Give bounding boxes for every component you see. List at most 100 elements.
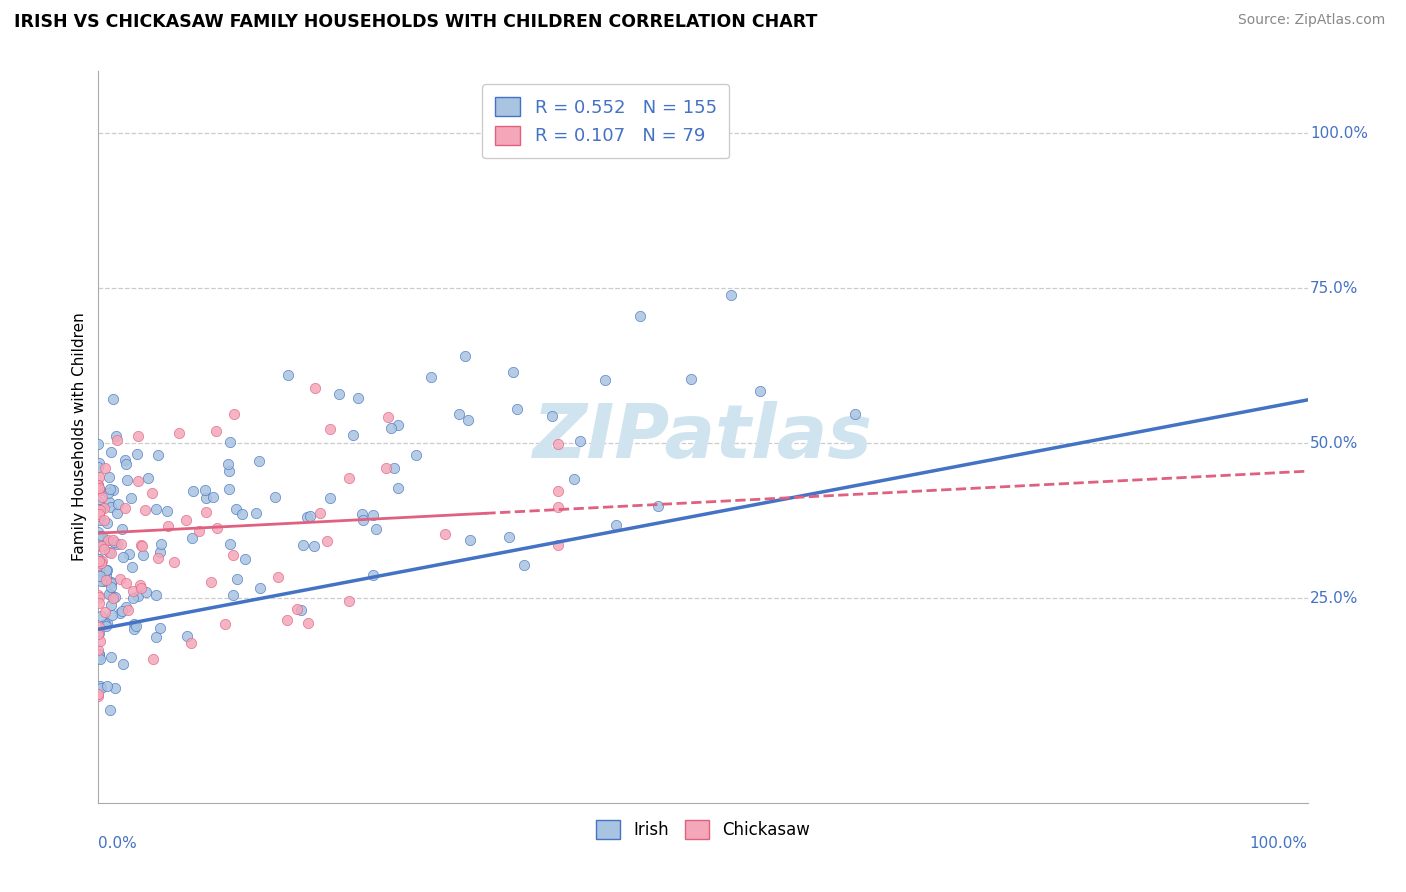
Point (120, 491, 142, 505)
Point (219, 434, 242, 449)
Point (309, 506, 332, 520)
Point (498, 530, 520, 544)
Point (506, 402, 529, 417)
Point (93, 574, 115, 588)
Point (117, 603, 139, 617)
Point (547, 483, 569, 498)
Point (91, 554, 114, 568)
Point (129, 538, 152, 552)
Point (298, 508, 321, 523)
Point (87, 647, 110, 661)
Point (101, 392, 124, 407)
Point (93, 541, 115, 556)
Point (110, 522, 132, 536)
Point (94, 568, 117, 582)
Point (292, 538, 315, 552)
Point (105, 434, 128, 448)
Point (100, 545, 122, 559)
Point (127, 589, 149, 603)
Point (87, 534, 110, 549)
Point (94, 461, 117, 475)
Point (87, 481, 110, 495)
Point (87, 588, 110, 602)
Point (87, 478, 110, 492)
Point (127, 429, 149, 443)
Point (387, 481, 409, 495)
Point (87, 554, 110, 568)
Point (458, 533, 481, 547)
Point (231, 508, 253, 522)
Point (98, 545, 121, 559)
Point (103, 535, 125, 549)
Point (131, 539, 153, 553)
Point (89, 679, 111, 693)
Point (104, 590, 127, 604)
Point (245, 506, 267, 520)
Point (87, 478, 110, 492)
Point (100, 588, 122, 602)
Point (148, 545, 170, 559)
Point (134, 503, 156, 517)
Point (235, 552, 257, 566)
Point (87, 689, 110, 703)
Point (100, 598, 122, 612)
Point (89, 652, 111, 666)
Point (319, 491, 342, 506)
Point (433, 526, 456, 541)
Point (342, 428, 364, 442)
Point (568, 434, 591, 448)
Y-axis label: Family Households with Children: Family Households with Children (72, 313, 87, 561)
Point (844, 407, 866, 421)
Point (100, 445, 122, 459)
Point (720, 288, 742, 302)
Point (100, 500, 122, 514)
Point (98, 483, 121, 497)
Point (87, 619, 110, 633)
Point (679, 371, 702, 385)
Point (337, 593, 360, 607)
Point (94, 619, 117, 633)
Point (87, 530, 110, 544)
Point (405, 448, 427, 462)
Point (89, 529, 111, 543)
Point (180, 531, 202, 545)
Text: 50.0%: 50.0% (1310, 436, 1358, 450)
Point (89, 608, 111, 623)
Point (337, 471, 360, 485)
Point (276, 613, 298, 627)
Point (149, 621, 172, 635)
Point (100, 574, 122, 589)
Point (290, 603, 312, 617)
Point (377, 409, 399, 424)
Point (181, 483, 204, 498)
Point (90, 681, 112, 695)
Point (97, 495, 120, 509)
Point (149, 537, 172, 551)
Point (297, 616, 319, 631)
Point (122, 591, 145, 606)
Point (87, 643, 110, 657)
Point (361, 508, 384, 523)
Text: 25.0%: 25.0% (1310, 591, 1358, 606)
Point (146, 448, 169, 462)
Point (87, 460, 110, 475)
Point (217, 457, 239, 471)
Point (541, 409, 564, 424)
Point (205, 521, 228, 535)
Point (87, 626, 110, 640)
Point (100, 650, 122, 665)
Text: Source: ZipAtlas.com: Source: ZipAtlas.com (1237, 13, 1385, 28)
Point (364, 522, 387, 536)
Point (90, 539, 112, 553)
Point (328, 386, 350, 401)
Point (115, 457, 138, 471)
Point (382, 461, 405, 475)
Point (87, 483, 110, 498)
Point (98, 587, 121, 601)
Point (89, 483, 111, 497)
Point (87, 687, 110, 701)
Point (103, 483, 125, 498)
Point (180, 636, 202, 650)
Point (97, 486, 120, 500)
Point (89, 552, 111, 566)
